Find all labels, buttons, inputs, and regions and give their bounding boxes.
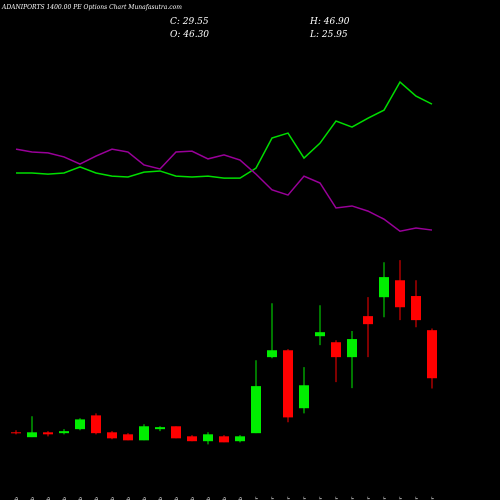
indicator-line: [16, 80, 433, 179]
x-tick-label: 13 Feb: [78, 497, 84, 500]
x-tick-label: 20 Feb: [158, 497, 164, 500]
stat: O: 46.30: [170, 30, 209, 40]
x-tick-label: 16 Feb: [94, 497, 100, 500]
candle-body: [155, 427, 165, 430]
candle-body: [75, 419, 85, 430]
x-tick-label: 13 Mar: [382, 496, 388, 500]
x-tick-label: 25 Feb: [206, 497, 212, 500]
candle-body: [251, 386, 261, 434]
stat: H: 46.90: [309, 17, 350, 27]
x-tick-label: 12 Feb: [62, 497, 68, 500]
candle-body: [315, 332, 325, 337]
chart-title: ADANIPORTS 1400.00 PE Options Chart Muna…: [1, 4, 182, 11]
x-tick-label: 09 Mar: [318, 496, 324, 500]
candle-body: [395, 280, 405, 308]
x-tick-label: 09 Feb: [14, 497, 20, 500]
candle-body: [27, 432, 37, 438]
x-tick-label: 10 Mar: [334, 496, 340, 500]
candle-body: [203, 434, 213, 442]
x-tick-label: 12 Mar: [366, 496, 372, 500]
candle-body: [427, 330, 437, 379]
candle-body: [411, 296, 421, 321]
x-tick-label: 19 Feb: [142, 497, 148, 500]
stat: L: 25.95: [309, 30, 348, 40]
x-tick-label: 05 Mar: [286, 496, 292, 500]
x-tick-label: 04 Mar: [270, 496, 276, 500]
x-tick-label: 17 Feb: [110, 497, 116, 500]
candle-body: [123, 434, 133, 441]
candle-body: [363, 316, 373, 325]
x-tick-label: 06 Mar: [302, 496, 308, 500]
x-tick-label: 02 Mar: [254, 496, 260, 500]
candle-body: [171, 426, 181, 439]
candle-body: [219, 436, 229, 443]
candle-body: [347, 339, 357, 358]
x-tick-label: 18 Feb: [126, 497, 132, 500]
x-tick-label: 23 Feb: [174, 497, 180, 500]
candle-body: [91, 415, 101, 434]
candle-body: [331, 342, 341, 358]
candle-body: [187, 436, 197, 442]
x-tick-label: 26 Feb: [222, 497, 228, 500]
candle-body: [59, 431, 69, 434]
x-tick-label: 11 Mar: [350, 496, 356, 500]
stat: C: 29.55: [170, 17, 209, 27]
candle-body: [299, 385, 309, 409]
candle-body: [379, 277, 389, 298]
candle-body: [235, 436, 245, 442]
candle-body: [43, 432, 53, 435]
candle-body: [107, 432, 117, 439]
candle-body: [139, 426, 149, 441]
x-tick-label: 10 Feb: [30, 497, 36, 500]
x-tick-label: 17 Mar: [414, 496, 420, 500]
candle-body: [283, 350, 293, 418]
x-tick-label: 27 Feb: [238, 497, 244, 500]
x-tick-label: 11 Feb: [46, 497, 52, 500]
indicator-line: [15, 148, 433, 233]
x-tick-label: 24 Feb: [190, 497, 196, 500]
candle-body: [11, 432, 21, 434]
candle-body: [267, 350, 277, 358]
x-tick-label: 16 Mar: [398, 496, 404, 500]
x-tick-label: 18 Mar: [430, 496, 436, 500]
